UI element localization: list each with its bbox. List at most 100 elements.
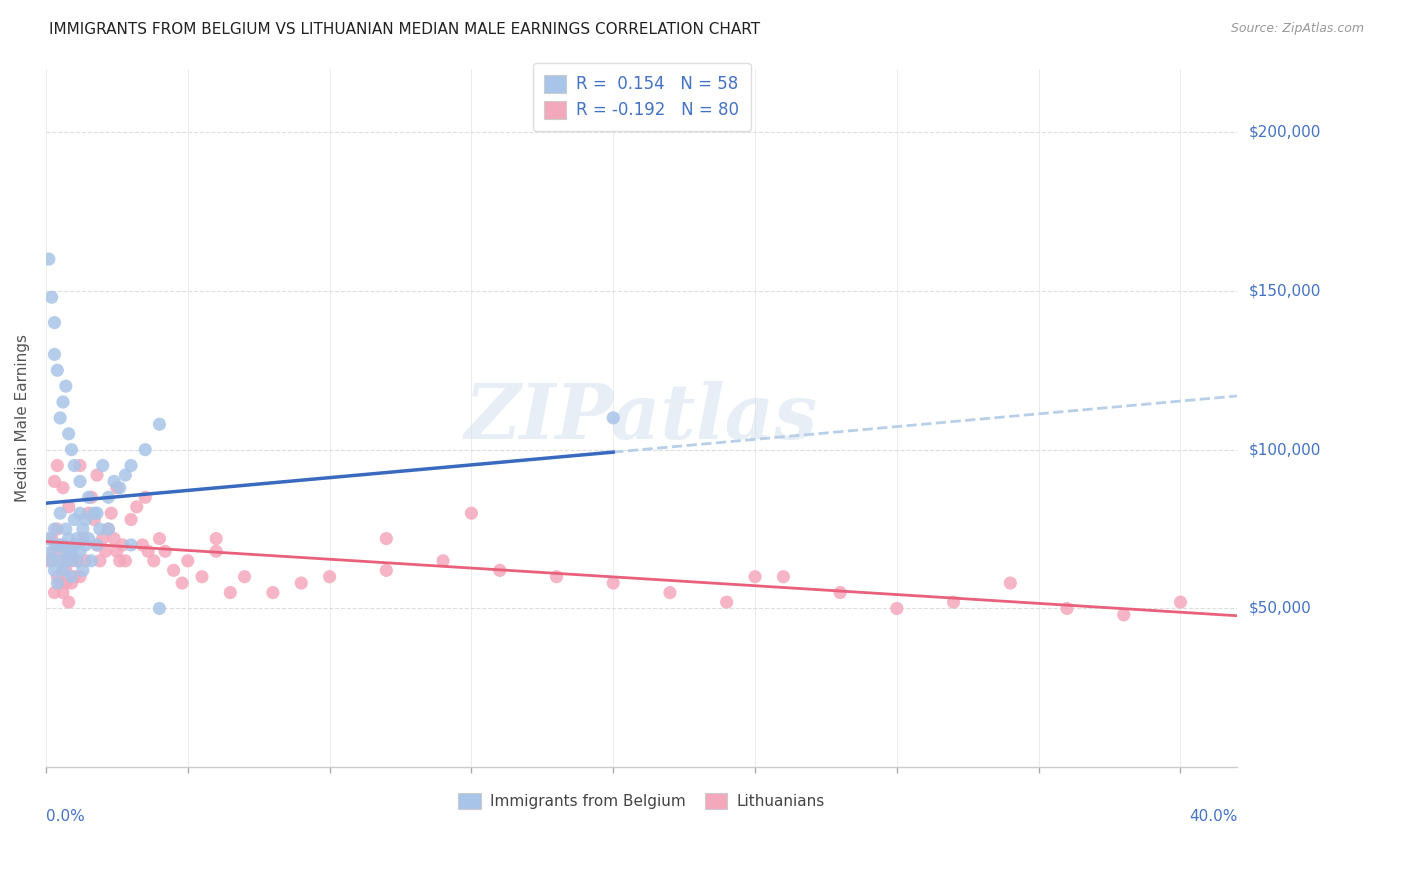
Point	[134, 491, 156, 505]
Point	[41, 554, 63, 568]
Point	[58, 554, 80, 568]
Point	[77, 506, 100, 520]
Point	[91, 532, 114, 546]
Point	[55, 563, 77, 577]
Point	[58, 532, 80, 546]
Point	[86, 506, 108, 520]
Point	[60, 554, 83, 568]
Point	[72, 532, 94, 546]
Point	[460, 506, 482, 520]
Point	[41, 290, 63, 304]
Point	[97, 522, 120, 536]
Point	[172, 576, 194, 591]
Point	[1000, 576, 1022, 591]
Point	[52, 538, 75, 552]
Legend: Immigrants from Belgium, Lithuanians: Immigrants from Belgium, Lithuanians	[453, 787, 831, 815]
Point	[49, 576, 72, 591]
Point	[86, 538, 108, 552]
Text: $100,000: $100,000	[1249, 442, 1320, 458]
Text: $200,000: $200,000	[1249, 125, 1320, 139]
Point	[52, 563, 75, 577]
Point	[83, 506, 105, 520]
Point	[111, 538, 134, 552]
Point	[488, 563, 510, 577]
Point	[46, 538, 69, 552]
Point	[63, 538, 86, 552]
Point	[44, 316, 66, 330]
Point	[38, 532, 60, 546]
Point	[49, 506, 72, 520]
Point	[38, 554, 60, 568]
Point	[148, 417, 170, 432]
Point	[83, 512, 105, 526]
Point	[58, 595, 80, 609]
Point	[97, 491, 120, 505]
Point	[69, 458, 91, 473]
Point	[219, 585, 242, 599]
Point	[744, 570, 766, 584]
Point	[1056, 601, 1078, 615]
Point	[103, 532, 125, 546]
Point	[66, 532, 89, 546]
Point	[89, 554, 111, 568]
Text: $150,000: $150,000	[1249, 284, 1320, 298]
Point	[75, 512, 97, 526]
Point	[46, 363, 69, 377]
Point	[66, 554, 89, 568]
Point	[52, 481, 75, 495]
Point	[55, 544, 77, 558]
Point	[142, 554, 165, 568]
Point	[66, 554, 89, 568]
Point	[716, 595, 738, 609]
Point	[136, 544, 159, 558]
Point	[114, 468, 136, 483]
Point	[58, 426, 80, 441]
Point	[103, 475, 125, 489]
Point	[290, 576, 312, 591]
Text: Source: ZipAtlas.com: Source: ZipAtlas.com	[1230, 22, 1364, 36]
Point	[60, 576, 83, 591]
Point	[52, 554, 75, 568]
Point	[75, 554, 97, 568]
Point	[120, 512, 142, 526]
Point	[886, 601, 908, 615]
Point	[120, 458, 142, 473]
Point	[41, 532, 63, 546]
Point	[131, 538, 153, 552]
Point	[830, 585, 852, 599]
Point	[108, 481, 131, 495]
Point	[134, 442, 156, 457]
Point	[55, 576, 77, 591]
Point	[69, 570, 91, 584]
Point	[148, 532, 170, 546]
Point	[46, 576, 69, 591]
Point	[602, 576, 624, 591]
Point	[1170, 595, 1192, 609]
Point	[162, 563, 184, 577]
Point	[1112, 607, 1135, 622]
Point	[49, 410, 72, 425]
Point	[80, 554, 103, 568]
Point	[86, 468, 108, 483]
Point	[49, 554, 72, 568]
Point	[77, 532, 100, 546]
Point	[86, 538, 108, 552]
Point	[105, 544, 128, 558]
Point	[318, 570, 340, 584]
Point	[72, 563, 94, 577]
Point	[69, 544, 91, 558]
Point	[63, 538, 86, 552]
Point	[55, 522, 77, 536]
Point	[114, 554, 136, 568]
Point	[69, 506, 91, 520]
Point	[108, 554, 131, 568]
Point	[44, 585, 66, 599]
Point	[80, 491, 103, 505]
Point	[546, 570, 568, 584]
Point	[60, 544, 83, 558]
Point	[52, 395, 75, 409]
Y-axis label: Median Male Earnings: Median Male Earnings	[15, 334, 30, 502]
Point	[120, 538, 142, 552]
Text: 40.0%: 40.0%	[1189, 809, 1237, 824]
Point	[153, 544, 176, 558]
